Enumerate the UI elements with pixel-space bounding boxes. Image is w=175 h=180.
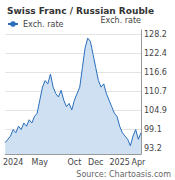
svg-text:Dec: Dec bbox=[88, 158, 103, 167]
svg-text:Exch. rate: Exch. rate bbox=[23, 20, 64, 29]
svg-text:99.1: 99.1 bbox=[144, 125, 162, 134]
svg-text:Swiss Franc / Russian Rouble: Swiss Franc / Russian Rouble bbox=[7, 6, 154, 16]
svg-text:Source: Chartoasis.com: Source: Chartoasis.com bbox=[76, 170, 171, 179]
svg-text:Apr: Apr bbox=[131, 158, 146, 167]
svg-text:2025: 2025 bbox=[110, 158, 130, 167]
svg-text:May: May bbox=[32, 158, 49, 167]
svg-text:Oct: Oct bbox=[68, 158, 82, 167]
svg-text:116.6: 116.6 bbox=[144, 68, 167, 77]
svg-text:104.9: 104.9 bbox=[144, 106, 167, 115]
svg-text:122.4: 122.4 bbox=[144, 49, 167, 58]
svg-text:2024: 2024 bbox=[3, 158, 23, 167]
svg-text:Exch. rate: Exch. rate bbox=[101, 16, 142, 25]
svg-text:128.2: 128.2 bbox=[144, 30, 167, 39]
svg-text:110.7: 110.7 bbox=[144, 87, 167, 96]
svg-text:93.2: 93.2 bbox=[144, 144, 162, 153]
